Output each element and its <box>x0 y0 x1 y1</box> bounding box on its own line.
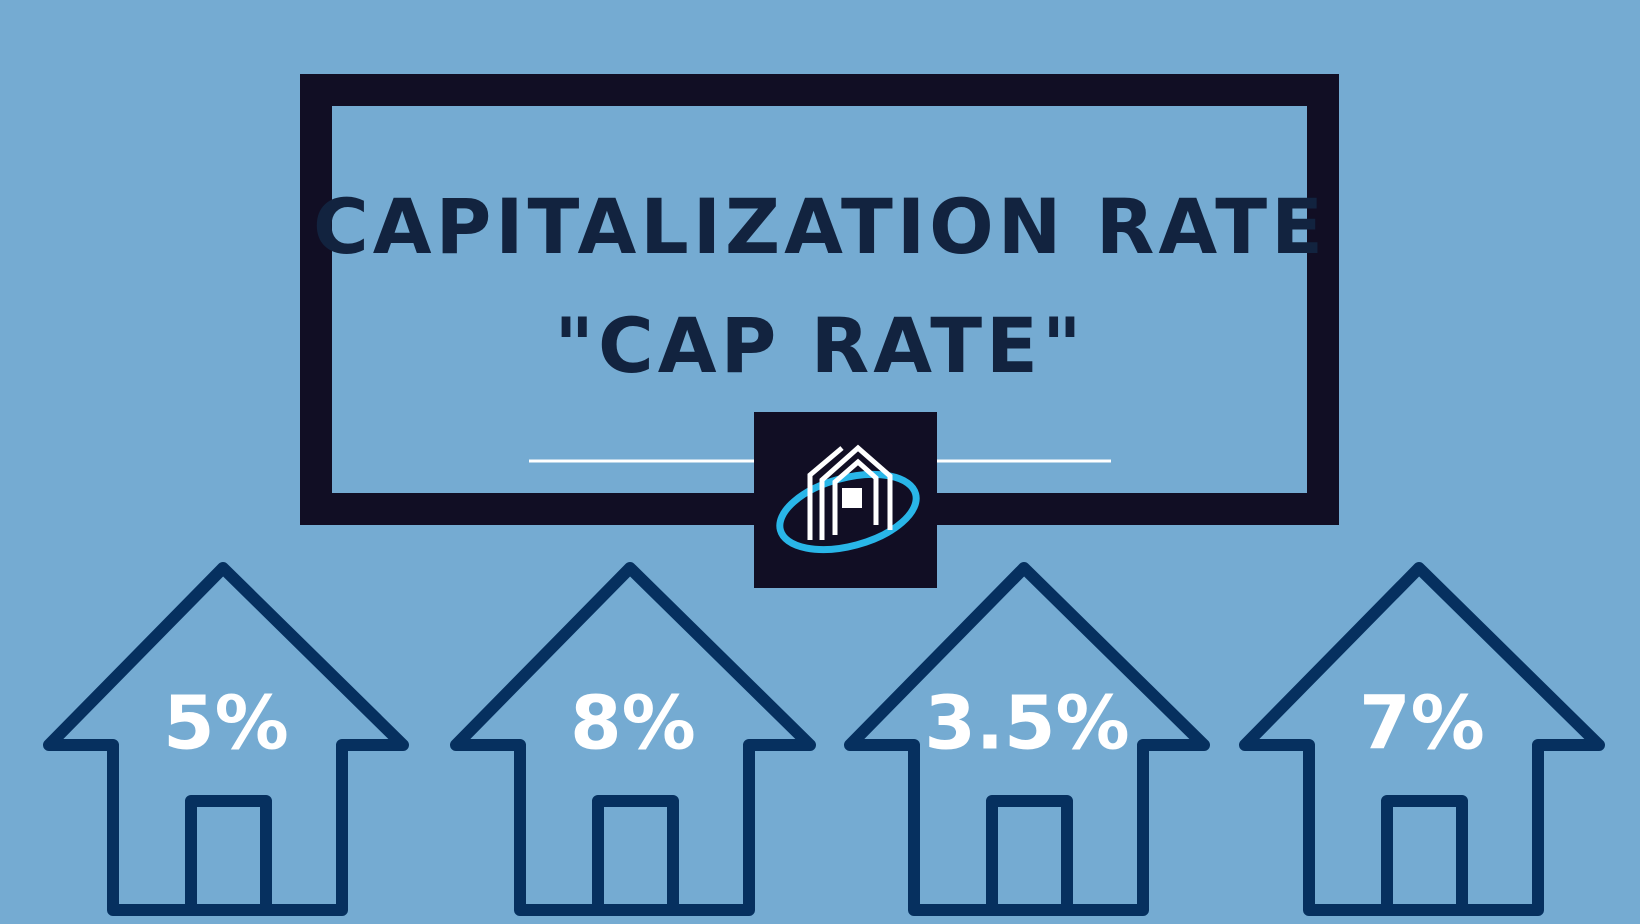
house-door <box>1381 795 1468 910</box>
house-door <box>986 795 1073 910</box>
rate-label: 8% <box>570 681 696 767</box>
house-outline <box>43 562 409 916</box>
title-line: "CAP RATE" <box>554 301 1085 390</box>
house: 5% <box>43 562 409 916</box>
house-outline <box>1239 562 1605 916</box>
houses: 5% 8% 3.5% 7% <box>43 562 1605 916</box>
house-door <box>185 795 272 910</box>
rate-label: 7% <box>1359 681 1485 767</box>
house-door <box>592 795 679 910</box>
logo-house <box>807 444 893 540</box>
house-outline <box>844 562 1210 916</box>
rate-label: 3.5% <box>924 681 1129 767</box>
house-outline <box>450 562 816 916</box>
logo <box>754 412 937 588</box>
house: 8% <box>450 562 816 916</box>
rate-label: 5% <box>163 681 289 767</box>
house: 3.5% <box>844 562 1210 916</box>
logo-window <box>842 488 862 508</box>
title-line: CAPITALIZATION RATE <box>313 182 1327 271</box>
house: 7% <box>1239 562 1605 916</box>
